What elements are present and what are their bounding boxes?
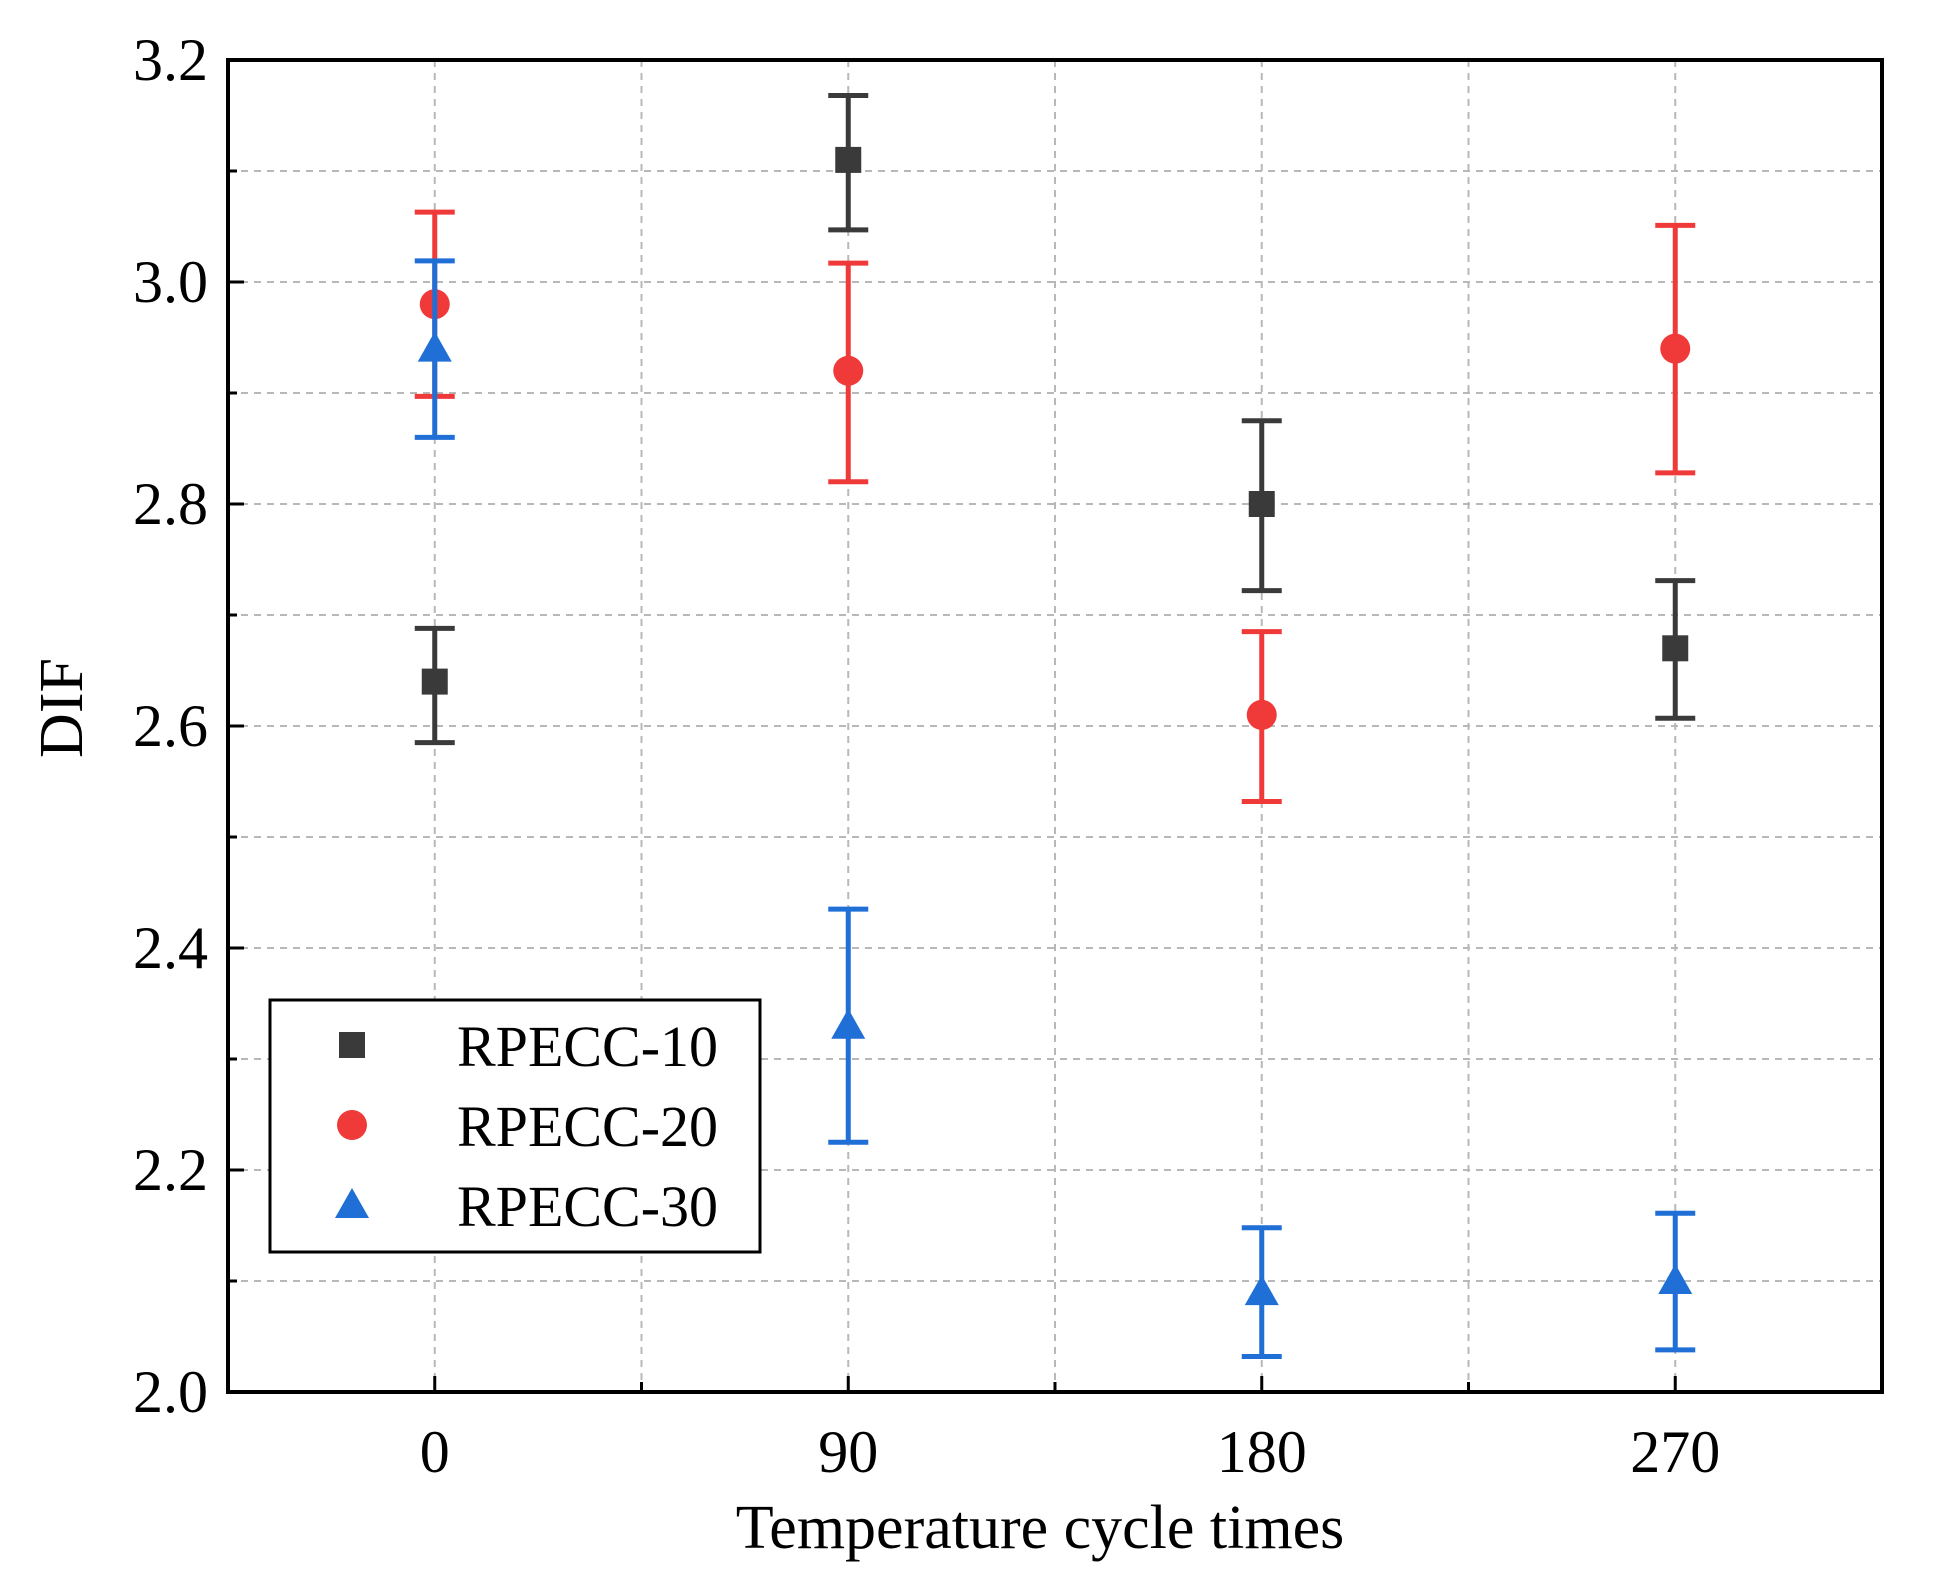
y-tick-label: 3.0: [133, 249, 208, 315]
data-point: [1660, 333, 1691, 364]
series-rpecc-30: [414, 258, 1696, 1359]
legend: RPECC-10 RPECC-20 RPECC-30: [268, 998, 762, 1254]
axes: 2.0 2.2 2.4 2.6 2.8 3.0 3.2 0 90 180 270: [133, 27, 1884, 1485]
data-marks: [414, 93, 1696, 1359]
legend-marker: [339, 1032, 365, 1058]
x-tick-label: 0: [420, 1419, 450, 1485]
data-point: [1662, 635, 1689, 662]
legend-marker: [337, 1110, 367, 1140]
data-point: [1244, 1275, 1279, 1306]
y-tick-label: 2.4: [133, 915, 208, 981]
series-rpecc-10: [414, 93, 1696, 746]
y-axis-title: DIF: [28, 658, 96, 758]
data-point: [833, 355, 864, 386]
y-tick-label: 2.6: [133, 693, 208, 759]
y-tick-label: 3.2: [133, 27, 208, 93]
data-point: [1658, 1264, 1693, 1294]
data-point: [421, 668, 448, 695]
data-point: [1248, 491, 1275, 517]
data-point: [835, 146, 862, 173]
x-axis-title: Temperature cycle times: [736, 1494, 1344, 1562]
legend-label: RPECC-30: [457, 1174, 718, 1239]
legend-marker: [335, 1188, 369, 1218]
legend-label: RPECC-20: [457, 1094, 718, 1159]
y-tick-label: 2.0: [133, 1359, 208, 1425]
x-tick-label: 90: [818, 1419, 878, 1485]
data-point: [831, 1008, 866, 1039]
x-tick-label: 180: [1217, 1419, 1307, 1485]
data-point: [1246, 699, 1277, 730]
x-tick-label: 270: [1630, 1419, 1720, 1485]
data-point: [417, 331, 452, 362]
y-tick-label: 2.8: [133, 471, 208, 537]
y-tick-label: 2.2: [133, 1137, 208, 1203]
legend-label: RPECC-10: [457, 1014, 718, 1079]
